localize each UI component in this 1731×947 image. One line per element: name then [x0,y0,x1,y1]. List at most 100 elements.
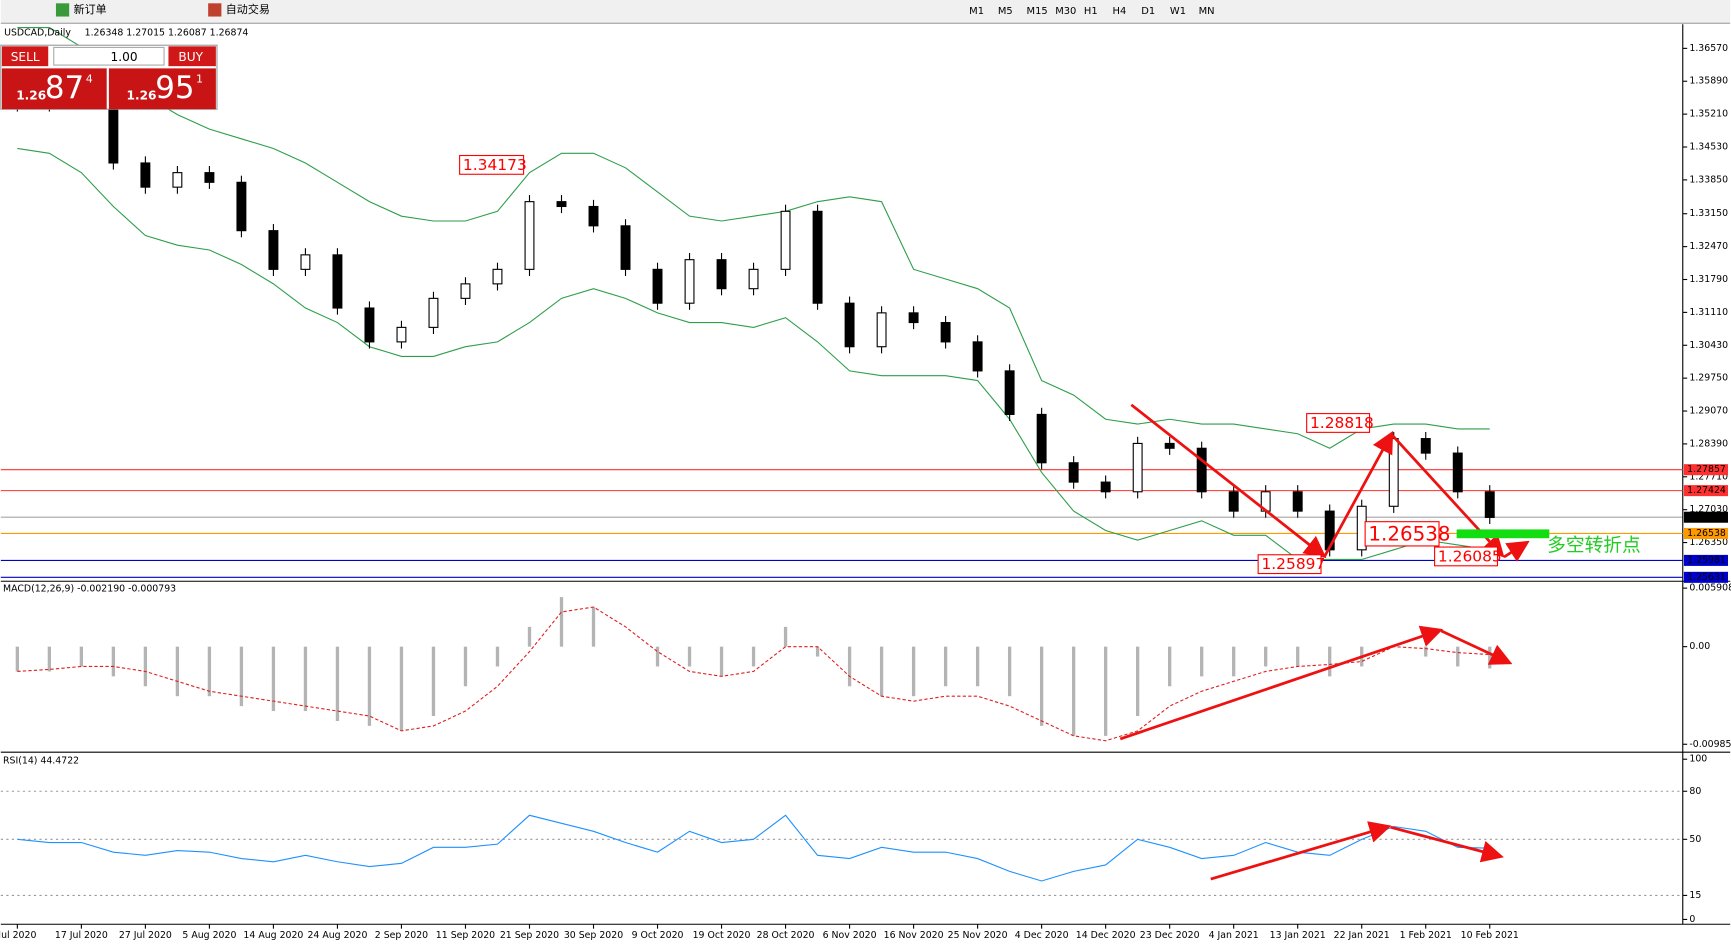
level-label-bg [1683,511,1728,523]
y-tick-label: 1.27030 [1689,504,1728,515]
trade-panel: SELL 1.00 BUY 1.26 87 4 1.26 95 1 [0,44,218,110]
x-tick-label: 16 Nov 2020 [884,930,944,941]
sell-price-frac: 4 [86,72,93,85]
auto-trading-icon[interactable] [208,3,222,17]
annotation: 1.26538 [1368,522,1450,545]
trend-arrow [1210,821,1392,881]
buy-label: BUY [178,50,203,64]
lot-value: 1.00 [111,50,138,64]
candle [364,307,375,343]
timeframe-button[interactable]: M1 [969,6,984,17]
macd-signal [17,606,1490,742]
y-tick-label: 1.28390 [1689,438,1728,449]
candle [1420,438,1431,454]
x-tick-label: 21 Sep 2020 [500,930,559,941]
candle [684,259,695,304]
y-tick-label: 0 [1689,914,1695,925]
auto-trading-button[interactable]: 自动交易 [226,2,270,16]
candle [268,230,279,270]
y-tick-label: 50 [1689,834,1701,845]
x-tick-label: 10 Feb 2021 [1461,930,1519,941]
sell-label: SELL [11,50,40,64]
annotation: 1.26085 [1438,547,1502,565]
buy-price-box[interactable] [108,68,216,110]
y-tick-label: 1.34530 [1689,142,1728,153]
x-tick-label: 1 Feb 2021 [1400,930,1452,941]
buy-button[interactable] [168,46,216,67]
candle [588,205,599,227]
timeframe-button[interactable]: MN [1199,6,1215,17]
annotation: 1.28818 [1310,414,1374,432]
new-order-icon[interactable] [55,3,70,17]
y-tick-label: 1.35890 [1689,76,1728,87]
level-label: 1.27857 [1687,464,1726,475]
x-tick-label: 14 Dec 2020 [1076,930,1136,941]
x-tick-label: 27 Jul 2020 [119,930,172,941]
trend-arrow [1323,430,1394,558]
trend-arrow [1503,540,1530,562]
x-tick-label: 25 Nov 2020 [948,930,1008,941]
timeframe-button[interactable]: M15 [1027,6,1048,17]
y-tick-label: 15 [1689,890,1701,901]
y-tick-label: 1.29070 [1689,406,1728,417]
candle [1036,413,1047,464]
y-tick-label: 1.35210 [1689,109,1728,120]
candle [908,312,919,324]
level-label: 1.26874 [1687,512,1726,523]
level-label: 1.25981 [1687,555,1726,566]
candle [300,254,311,270]
timeframe-button[interactable]: M30 [1055,6,1076,17]
lot-input[interactable] [53,46,165,66]
chart-window [0,24,1731,943]
timeframe-button[interactable]: H1 [1084,6,1098,17]
x-tick-label: 24 Aug 2020 [307,930,367,941]
y-tick-label: 1.33150 [1689,208,1728,219]
level-label: 1.27424 [1687,485,1726,496]
candle [1196,447,1207,493]
candle [1388,438,1399,507]
x-tick-label: 4 Jan 2021 [1209,930,1259,941]
y-tick-label: 100 [1689,754,1707,765]
x-tick-label: 13 Jan 2021 [1270,930,1326,941]
annotation-box [459,154,525,175]
candle [972,341,983,372]
rsi-title: RSI(14) 44.4722 [3,756,79,767]
candle [812,210,823,304]
sell-price-pips: 87 [45,70,84,106]
timeframe-button[interactable]: M5 [998,6,1013,17]
sell-price-box[interactable] [1,68,107,110]
candle [204,172,215,183]
level-label: 1.25631 [1687,572,1726,583]
candle [428,297,439,328]
candle [1292,491,1303,512]
bollinger-lower [17,147,1490,561]
candle [236,181,247,232]
x-tick-label: 19 Oct 2020 [693,930,751,941]
y-tick-label: 80 [1689,786,1701,797]
y-tick-label: 1.27710 [1689,471,1728,482]
level-label-bg [1683,554,1728,566]
trend-arrow [1390,825,1504,863]
candle [1164,442,1175,449]
y-tick-label: 1.30430 [1689,340,1728,351]
candle [620,225,631,270]
timeframe-button[interactable]: D1 [1141,6,1155,17]
timeframe-button[interactable]: H4 [1113,6,1127,17]
y-tick-label: 1.31110 [1689,307,1728,318]
chart-ohlc: 1.26348 1.27015 1.26087 1.26874 [85,28,249,39]
timeframe-button[interactable]: W1 [1170,6,1186,17]
candle [1100,481,1111,493]
sell-price-big: 1.26 [16,88,46,102]
y-tick-label: 1.32470 [1689,241,1728,252]
toolbar [0,0,1731,23]
rsi-line [17,814,1490,882]
candle [748,268,759,290]
trend-arrow [1119,625,1444,741]
candle [524,201,535,270]
new-order-button[interactable]: 新订单 [74,2,107,16]
sell-button[interactable] [1,46,49,67]
annotation-box [1257,554,1322,575]
x-tick-label: 22 Jan 2021 [1334,930,1390,941]
